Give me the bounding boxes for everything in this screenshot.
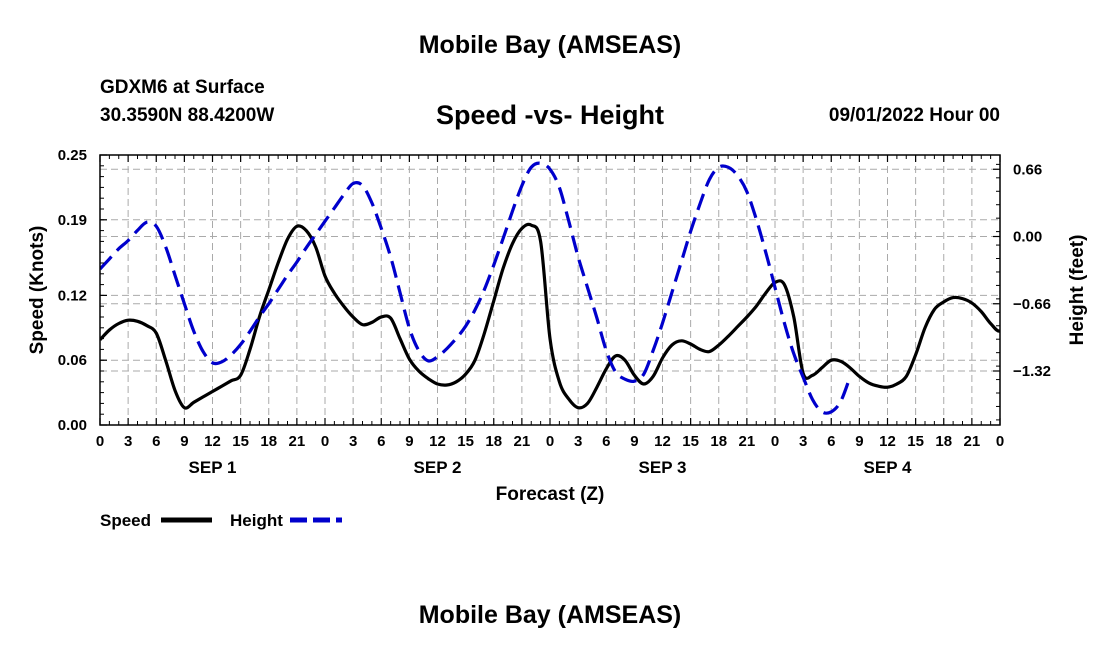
day-label: SEP 1: [189, 458, 237, 477]
x-tick-label: 3: [349, 433, 357, 450]
x-tick-label: 0: [546, 433, 554, 450]
grid-lines: [100, 155, 1000, 425]
x-tick-label: 12: [879, 433, 896, 450]
x-axis-title: Forecast (Z): [496, 484, 605, 505]
chart-title-main: Mobile Bay (AMSEAS): [418, 31, 682, 59]
x-tick-label: 21: [514, 433, 531, 450]
x-tick-label: 21: [289, 433, 306, 450]
y-left-tick-label: 0.25: [58, 147, 87, 164]
x-tick-label: 18: [935, 433, 952, 450]
day-label: SEP 2: [414, 458, 462, 477]
x-tick-label: 9: [180, 433, 188, 450]
x-tick-label: 6: [827, 433, 835, 450]
day-label: SEP 4: [864, 458, 912, 477]
y-left-tick-label: 0.00: [58, 417, 87, 434]
y-left-axis-title: Speed (Knots): [27, 226, 48, 355]
x-tick-label: 0: [96, 433, 104, 450]
x-tick-label: 0: [996, 433, 1004, 450]
y-right-tick-label: −0.66: [1013, 296, 1051, 313]
y-right-tick-label: 0.66: [1013, 161, 1042, 178]
x-tick-label: 6: [602, 433, 610, 450]
series-lines: [100, 161, 1000, 415]
x-tick-label: 12: [654, 433, 671, 450]
speed-height-chart: 0 3 6 9 12 15 18 21 0 3 6 9 12 15 18 21 0 3 6 9 12 15 18 21 0 3 6 9…: [27, 147, 1088, 530]
x-tick-label: 6: [152, 433, 160, 450]
x-tick-label: 18: [260, 433, 277, 450]
x-tick-label: 15: [457, 433, 474, 450]
y-right-tick-label: −1.32: [1013, 363, 1051, 380]
axis-ticks: [99, 154, 1001, 426]
x-tick-label: 15: [232, 433, 249, 450]
x-tick-label: 0: [771, 433, 779, 450]
y-right-tick-label: 0.00: [1013, 229, 1042, 246]
legend-label-height: Height: [230, 511, 283, 530]
y-left-tick-label: 0.19: [58, 212, 87, 229]
x-tick-label: 21: [739, 433, 756, 450]
x-tick-label: 12: [204, 433, 221, 450]
x-tick-label: 3: [799, 433, 807, 450]
x-tick-label: 21: [964, 433, 981, 450]
x-tick-label: 9: [405, 433, 413, 450]
x-tick-label: 9: [630, 433, 638, 450]
height-series-line: [100, 161, 852, 415]
x-tick-label: 9: [855, 433, 863, 450]
x-tick-label: 12: [429, 433, 446, 450]
chart-subtitle: Speed -vs- Height: [435, 100, 665, 130]
x-tick-label: 18: [485, 433, 502, 450]
x-tick-label: 3: [574, 433, 582, 450]
day-label: SEP 3: [639, 458, 687, 477]
y-left-tick-label: 0.12: [58, 287, 87, 304]
y-left-tick-label: 0.06: [58, 352, 87, 369]
x-tick-label: 0: [321, 433, 329, 450]
y-right-axis-title: Height (feet): [1067, 235, 1088, 346]
legend-label-speed: Speed: [100, 511, 151, 530]
axis-labels: 0 3 6 9 12 15 18 21 0 3 6 9 12 15 18 21 0 3 6 9 12 15 18 21 0 3 6 9…: [27, 147, 1088, 505]
speed-series-line: [100, 222, 1000, 410]
coordinates-label: 30.3590N 88.4200W: [100, 105, 275, 126]
chart-title-footer: Mobile Bay (AMSEAS): [418, 601, 682, 629]
x-tick-label: 18: [710, 433, 727, 450]
station-label: GDXM6 at Surface: [100, 77, 265, 98]
x-tick-label: 3: [124, 433, 132, 450]
date-label: 09/01/2022 Hour 00: [828, 105, 1000, 126]
legend: Speed Height: [100, 511, 342, 530]
x-tick-label: 15: [907, 433, 924, 450]
x-tick-label: 6: [377, 433, 385, 450]
x-tick-label: 15: [682, 433, 699, 450]
